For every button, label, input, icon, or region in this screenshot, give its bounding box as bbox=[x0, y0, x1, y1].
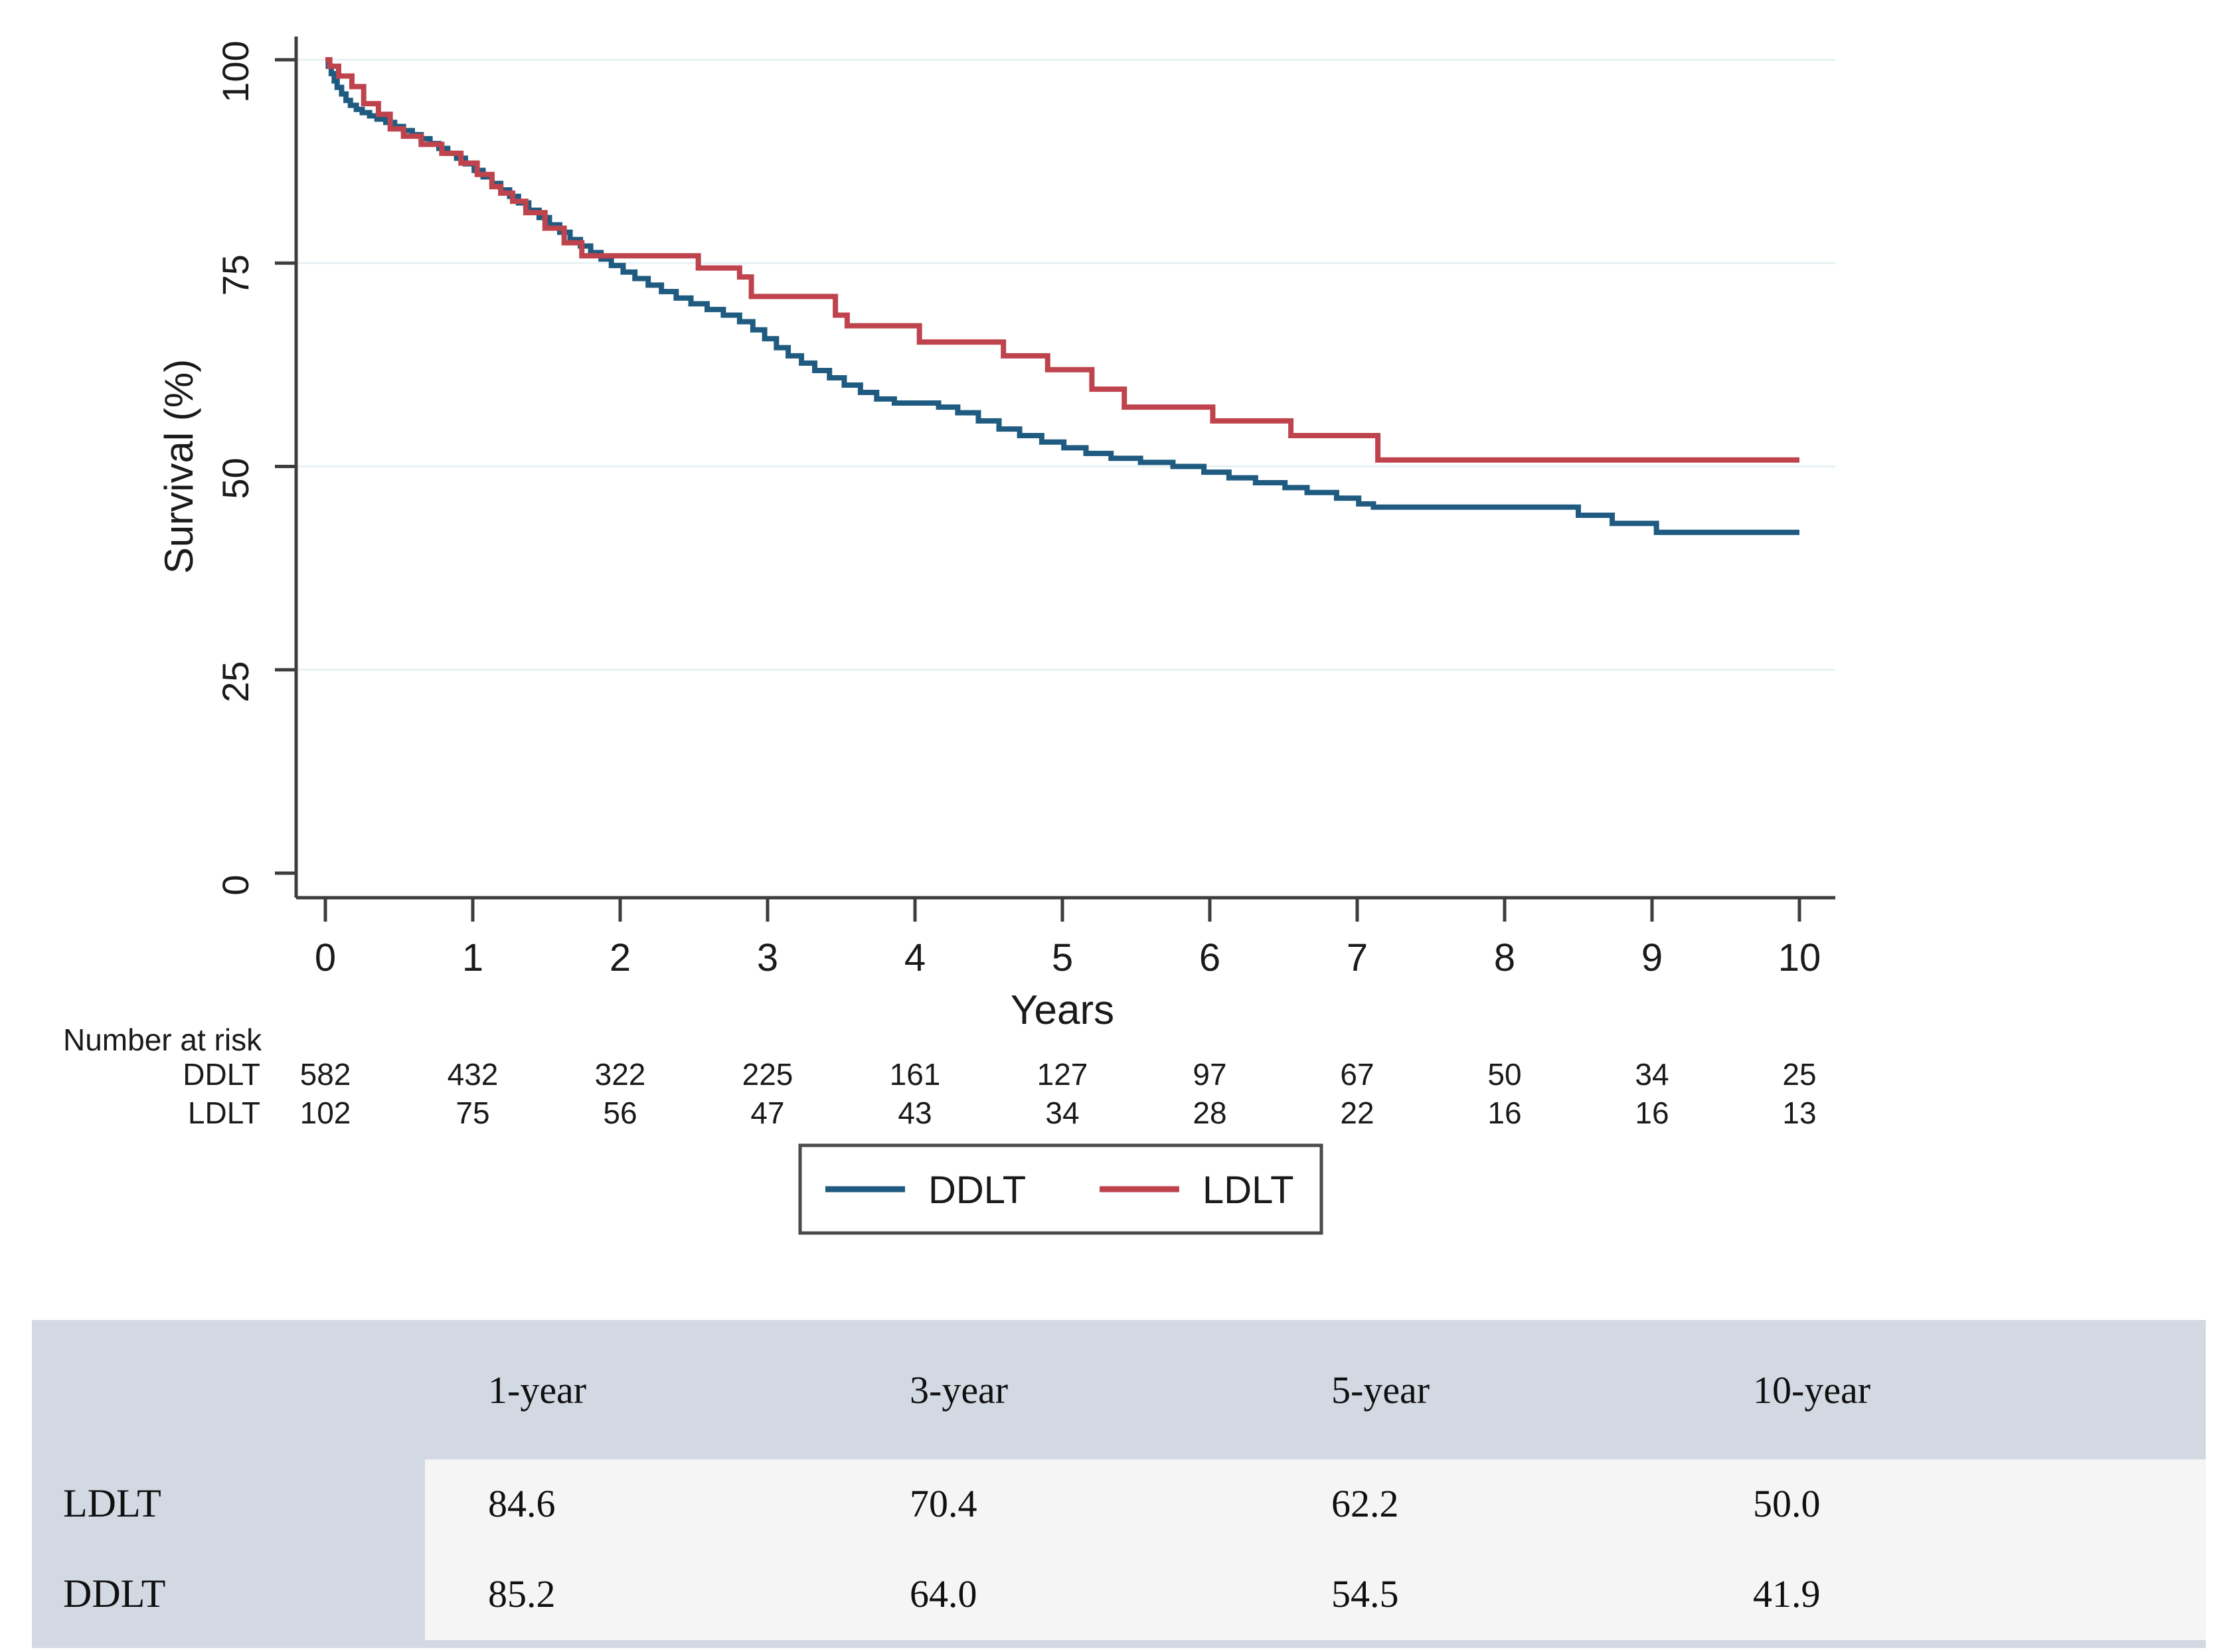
y-tick-label: 50 bbox=[214, 457, 256, 499]
risk-row-label-ddlt: DDLT bbox=[183, 1057, 260, 1092]
risk-value: 75 bbox=[456, 1096, 489, 1130]
x-tick-label: 9 bbox=[1641, 936, 1663, 979]
risk-value: 16 bbox=[1635, 1096, 1669, 1130]
risk-value: 13 bbox=[1782, 1096, 1816, 1130]
y-axis-title: Survival (%) bbox=[157, 359, 201, 574]
x-tick-label: 3 bbox=[757, 936, 778, 979]
risk-row-label-ldlt: LDLT bbox=[188, 1096, 260, 1130]
y-tick-label: 0 bbox=[214, 874, 256, 895]
summary-value: 50.0 bbox=[1753, 1481, 1821, 1525]
risk-value: 43 bbox=[898, 1096, 932, 1130]
x-axis-title: Years bbox=[1011, 987, 1114, 1033]
summary-value: 54.5 bbox=[1331, 1572, 1399, 1615]
risk-value: 16 bbox=[1487, 1096, 1521, 1130]
risk-value: 161 bbox=[890, 1057, 941, 1092]
summary-table-body-panel bbox=[425, 1459, 2206, 1640]
survival-curve-ldlt bbox=[325, 57, 1799, 463]
summary-value: 70.4 bbox=[910, 1481, 977, 1525]
risk-value: 34 bbox=[1045, 1096, 1079, 1130]
legend-box-group: DDLT LDLT bbox=[798, 1143, 1323, 1235]
survival-curves bbox=[325, 57, 1799, 535]
summary-value: 85.2 bbox=[488, 1572, 556, 1615]
x-tick-label: 10 bbox=[1778, 936, 1821, 979]
x-tick-label: 7 bbox=[1347, 936, 1368, 979]
x-tick-label: 0 bbox=[315, 936, 336, 979]
number-at-risk-title: Number at risk bbox=[63, 1023, 262, 1057]
risk-value: 34 bbox=[1635, 1057, 1669, 1092]
summary-value: 64.0 bbox=[910, 1572, 977, 1615]
summary-value: 62.2 bbox=[1331, 1481, 1399, 1525]
summary-value: 84.6 bbox=[488, 1481, 556, 1525]
axis-text: 0 25 50 75 100 0 1 2 3 4 5 6 7 8 9 10 Survival (%) Years bbox=[157, 41, 1821, 1033]
risk-value: 67 bbox=[1340, 1057, 1374, 1092]
x-tick-label: 8 bbox=[1494, 936, 1515, 979]
risk-value: 28 bbox=[1193, 1096, 1226, 1130]
x-tick-label: 5 bbox=[1052, 936, 1073, 979]
risk-value: 97 bbox=[1193, 1057, 1226, 1092]
gridlines bbox=[297, 58, 1835, 671]
summary-row-label-ldlt: LDLT bbox=[63, 1481, 161, 1525]
risk-value: 25 bbox=[1782, 1057, 1816, 1092]
risk-value: 22 bbox=[1340, 1096, 1374, 1130]
survival-summary-table: 1-year 3-year 5-year 10-year LDLT 84.6 7… bbox=[32, 1320, 2206, 1648]
risk-value: 47 bbox=[750, 1096, 784, 1130]
risk-value: 582 bbox=[300, 1057, 351, 1092]
risk-value: 102 bbox=[300, 1096, 351, 1130]
x-tick-label: 6 bbox=[1199, 936, 1220, 979]
x-tick-label: 1 bbox=[462, 936, 483, 979]
summary-col-header-10year: 10-year bbox=[1753, 1368, 1871, 1412]
risk-value: 56 bbox=[603, 1096, 637, 1130]
summary-col-header-3year: 3-year bbox=[910, 1368, 1009, 1412]
axes bbox=[275, 37, 1835, 922]
summary-col-header-5year: 5-year bbox=[1331, 1368, 1430, 1412]
x-tick-label: 2 bbox=[610, 936, 631, 979]
risk-value: 432 bbox=[448, 1057, 499, 1092]
risk-value: 127 bbox=[1037, 1057, 1088, 1092]
summary-col-header-1year: 1-year bbox=[488, 1368, 587, 1412]
summary-row-label-ddlt: DDLT bbox=[63, 1571, 166, 1615]
legend-label-ddlt: DDLT bbox=[928, 1169, 1026, 1212]
risk-value: 50 bbox=[1487, 1057, 1521, 1092]
risk-value: 322 bbox=[595, 1057, 646, 1092]
y-tick-label: 25 bbox=[214, 661, 256, 702]
summary-value: 41.9 bbox=[1753, 1572, 1821, 1615]
y-tick-label: 100 bbox=[214, 41, 256, 102]
risk-value: 225 bbox=[742, 1057, 793, 1092]
y-tick-label: 75 bbox=[214, 254, 256, 295]
x-tick-label: 4 bbox=[904, 936, 926, 979]
legend-label-ldlt: LDLT bbox=[1202, 1169, 1294, 1212]
